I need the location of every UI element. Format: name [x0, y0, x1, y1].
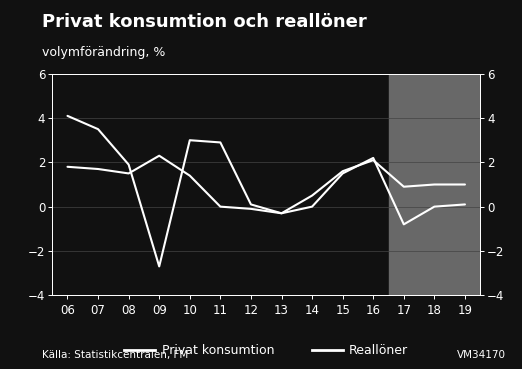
Bar: [388, 74, 480, 295]
Text: VM34170: VM34170: [457, 350, 506, 360]
Text: Privat konsumtion och reallöner: Privat konsumtion och reallöner: [42, 13, 366, 31]
Text: volymförändring, %: volymförändring, %: [42, 46, 165, 59]
Legend: Privat konsumtion, Reallöner: Privat konsumtion, Reallöner: [119, 339, 413, 362]
Text: Källa: Statistikcentralen, FM: Källa: Statistikcentralen, FM: [42, 350, 188, 360]
